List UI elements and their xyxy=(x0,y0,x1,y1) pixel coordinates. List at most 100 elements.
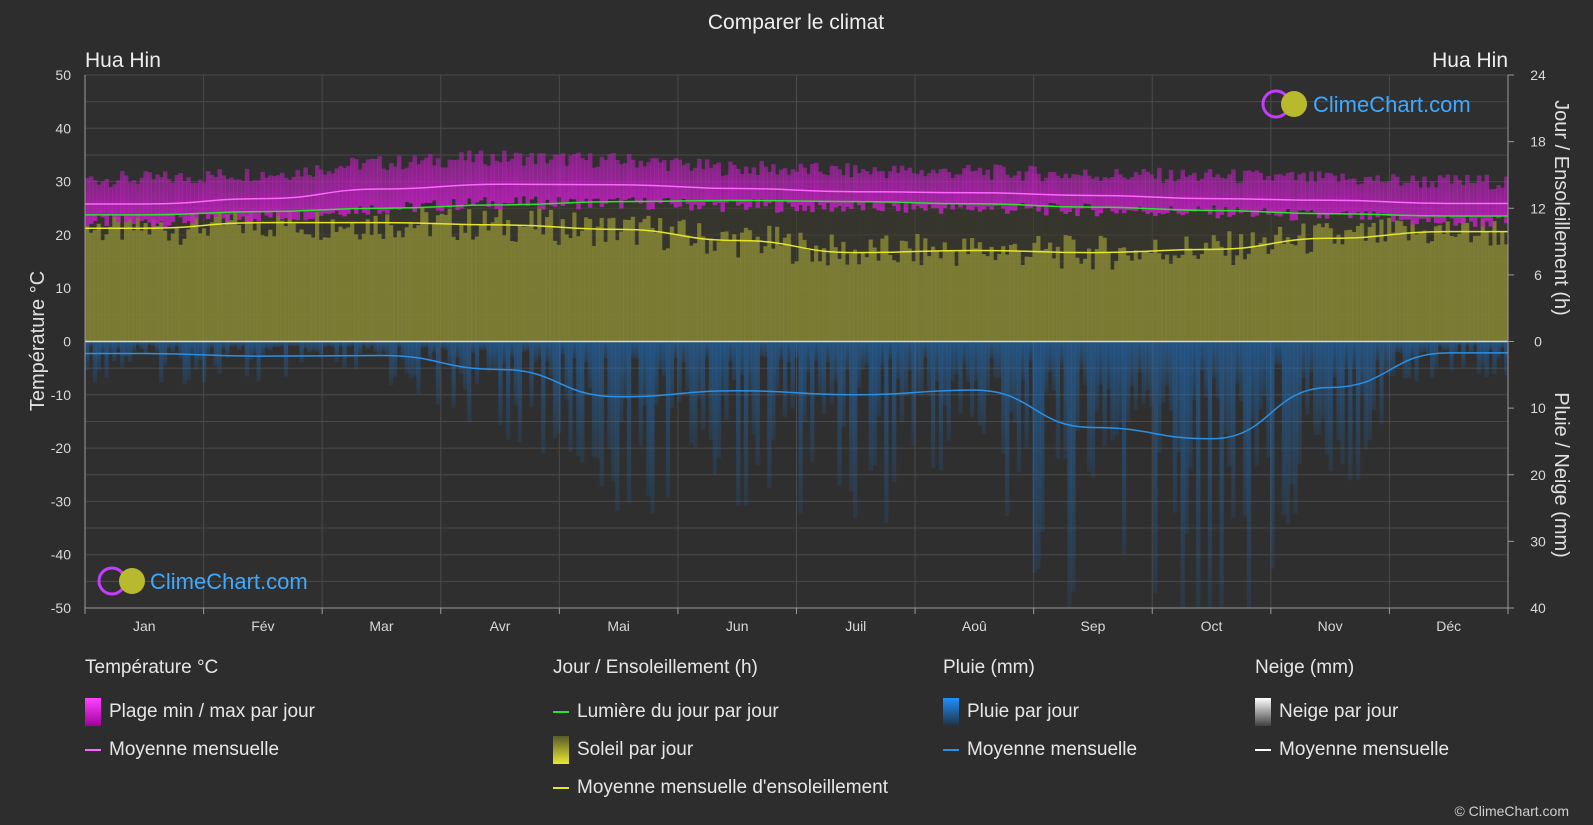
temperature-range-bar xyxy=(221,175,226,219)
temperature-range-bar xyxy=(244,168,250,222)
sunshine-bar xyxy=(739,232,745,342)
rain-bar xyxy=(821,341,827,415)
sunshine-bar xyxy=(685,235,690,342)
temperature-range-bar xyxy=(658,162,663,204)
rain-bar xyxy=(942,341,947,406)
rain-bar xyxy=(1293,341,1298,514)
sunshine-bar xyxy=(860,251,866,342)
temperature-range-bar xyxy=(681,164,686,199)
temperature-range-bar xyxy=(330,173,336,213)
rain-bar xyxy=(1141,341,1146,404)
rain-bar xyxy=(92,341,98,384)
temperature-range-bar xyxy=(1254,170,1260,216)
y-tick-label-left: -20 xyxy=(51,440,71,456)
sunshine-bar xyxy=(1449,236,1455,342)
sunshine-bar xyxy=(1161,259,1166,342)
rain-bar xyxy=(650,341,655,514)
rain-bar xyxy=(463,341,468,391)
rain-bar xyxy=(576,341,581,456)
rain-bar xyxy=(1465,341,1470,346)
rain-bar xyxy=(116,341,121,350)
temperature-range-bar xyxy=(408,162,414,204)
rain-bar xyxy=(287,341,293,346)
rain-bar xyxy=(626,341,632,503)
temperature-range-bar xyxy=(1215,174,1221,219)
sunshine-bar xyxy=(1110,269,1115,342)
sunshine-bar xyxy=(1422,230,1427,342)
sunshine-bar xyxy=(1125,255,1131,342)
sunshine-bar xyxy=(229,220,234,342)
temperature-range-bar xyxy=(860,168,866,211)
rain-bar xyxy=(1032,341,1037,573)
rain-bar xyxy=(1055,341,1061,460)
temperature-range-bar xyxy=(1457,179,1462,224)
sunshine-bar xyxy=(892,260,897,342)
legend-snow-title: Neige (mm) xyxy=(1255,657,1355,678)
temperature-range-bar xyxy=(521,165,527,197)
rain-bar xyxy=(743,341,749,506)
rain-bar xyxy=(669,341,675,409)
temperature-range-bar xyxy=(1328,173,1334,214)
temperature-range-bar xyxy=(1227,174,1232,217)
rain-bar xyxy=(895,341,901,379)
sunshine-bar xyxy=(1305,253,1310,342)
sunshine-bar xyxy=(693,243,698,342)
temperature-range-bar xyxy=(646,162,651,210)
sunshine-bar xyxy=(529,210,534,342)
temperature-range-bar xyxy=(1188,175,1193,210)
sunshine-bar xyxy=(724,231,729,342)
sunshine-bar xyxy=(763,246,768,342)
sunshine-bar xyxy=(732,234,737,342)
sunshine-bar xyxy=(1086,248,1092,342)
sunshine-bar xyxy=(1492,221,1497,342)
temperature-range-bar xyxy=(338,166,343,215)
sunshine-bar xyxy=(833,247,839,342)
sunshine-bar xyxy=(728,240,733,342)
rain-bar xyxy=(1274,341,1279,365)
sunshine-bar xyxy=(545,217,550,342)
temperature-range-bar xyxy=(1422,176,1427,219)
rain-bar xyxy=(1472,341,1478,346)
temperature-range-bar xyxy=(533,163,538,197)
y-tick-label-right-bottom: 30 xyxy=(1530,533,1546,549)
temperature-range-bar xyxy=(229,177,234,215)
sunshine-bar xyxy=(751,241,757,342)
rain-bar xyxy=(139,341,144,350)
rain-bar xyxy=(256,341,261,382)
sunshine-bar xyxy=(716,241,722,342)
temperature-range-bar xyxy=(287,179,293,220)
temperature-range-bar xyxy=(506,161,511,204)
sunshine-bar xyxy=(638,222,644,342)
sunshine-bar xyxy=(1102,237,1108,342)
rain-bar xyxy=(1254,341,1259,466)
rain-bar xyxy=(209,341,215,348)
rain-bar xyxy=(1367,341,1372,441)
rain-bar xyxy=(377,341,382,357)
rain-bar xyxy=(1192,341,1197,401)
sunshine-bar xyxy=(689,245,694,342)
rain-bar xyxy=(1001,341,1006,454)
sunshine-bar xyxy=(1441,233,1447,342)
temperature-range-bar xyxy=(1238,182,1244,214)
sunshine-bar xyxy=(182,238,187,342)
sunshine-bar xyxy=(1496,244,1501,342)
sunshine-bar xyxy=(147,234,152,342)
sunshine-bar xyxy=(443,215,449,342)
y-axis-right-bottom-label: Pluie / Neige (mm) xyxy=(1550,392,1572,558)
sunshine-bar xyxy=(307,234,312,342)
rain-bar xyxy=(416,341,421,395)
temperature-range-bar xyxy=(556,154,562,198)
rain-bar xyxy=(704,341,710,357)
rain-bar xyxy=(1188,341,1193,469)
sunshine-bar xyxy=(1277,226,1283,342)
sunshine-bar xyxy=(385,214,390,342)
rain-bar xyxy=(143,341,148,355)
rain-bar xyxy=(283,341,289,377)
rain-bar xyxy=(420,341,425,349)
temperature-range-bar xyxy=(303,167,308,221)
rain-bar xyxy=(459,341,464,375)
rain-bar xyxy=(381,341,386,352)
temperature-range-bar xyxy=(1406,182,1412,220)
sunshine-bar xyxy=(354,234,359,342)
temperature-range-bar xyxy=(178,173,184,218)
